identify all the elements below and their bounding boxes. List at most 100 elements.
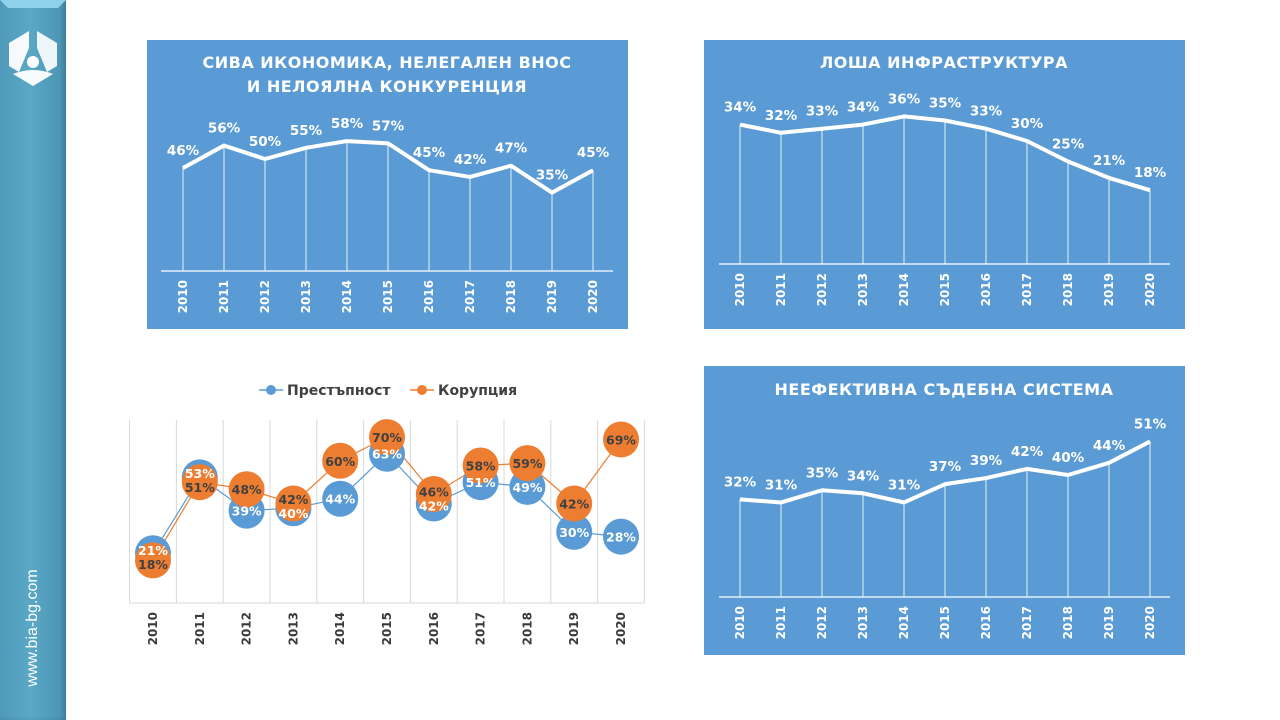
x-tick-label: 2011 xyxy=(774,273,788,306)
x-tick-label: 2016 xyxy=(979,273,993,306)
data-label: 45% xyxy=(577,145,610,161)
data-point-corruption xyxy=(556,485,593,522)
data-label: 37% xyxy=(929,459,962,475)
data-label: 34% xyxy=(847,100,880,116)
x-tick-label: 2019 xyxy=(545,280,559,313)
x-tick-label: 2014 xyxy=(340,280,354,313)
data-label-crime: 44% xyxy=(325,492,355,507)
data-label-corruption: 51% xyxy=(185,480,215,495)
x-tick-label: 2019 xyxy=(1102,273,1116,306)
data-label-crime: 21% xyxy=(138,543,168,558)
data-point-corruption xyxy=(603,421,639,458)
x-tick-label: 2017 xyxy=(463,280,477,313)
data-label: 42% xyxy=(1011,444,1044,460)
data-point-corruption xyxy=(275,485,312,522)
x-tick-label: 2017 xyxy=(474,612,488,645)
x-tick-label: 2014 xyxy=(897,273,911,306)
x-tick-label: 2018 xyxy=(504,280,518,313)
data-point-crime xyxy=(556,513,593,550)
x-tick-label: 2016 xyxy=(427,612,441,645)
bia-logo-icon xyxy=(9,31,57,86)
data-label: 50% xyxy=(249,134,282,150)
sidebar-bevel xyxy=(0,0,66,8)
data-point-corruption xyxy=(509,445,546,482)
data-label: 33% xyxy=(806,104,839,120)
data-label-corruption: 70% xyxy=(372,430,402,445)
data-label: 36% xyxy=(888,91,921,107)
website-url[interactable]: www.bia-bg.com xyxy=(24,569,41,687)
data-label-corruption: 69% xyxy=(606,432,636,447)
data-label-crime: 30% xyxy=(559,525,589,540)
data-label: 25% xyxy=(1052,137,1085,153)
x-tick-label: 2020 xyxy=(1143,606,1157,639)
data-label: 40% xyxy=(1052,450,1085,466)
legend-marker-corruption xyxy=(417,385,427,395)
data-label: 32% xyxy=(765,108,798,124)
x-tick-label: 2018 xyxy=(520,612,534,645)
x-tick-label: 2019 xyxy=(567,612,581,645)
legend-label-corruption: Корупция xyxy=(438,383,517,399)
data-label-crime: 28% xyxy=(606,530,636,545)
x-tick-label: 2020 xyxy=(1143,273,1157,306)
data-label: 57% xyxy=(372,118,405,134)
x-tick-label: 2010 xyxy=(733,273,747,306)
sidebar: www.bia-bg.com xyxy=(0,0,66,720)
data-label: 30% xyxy=(1011,116,1044,132)
data-label: 18% xyxy=(1134,165,1167,181)
data-label: 46% xyxy=(167,143,200,159)
data-label: 34% xyxy=(724,100,757,116)
data-point-crime xyxy=(603,518,639,555)
data-label-crime: 49% xyxy=(512,480,542,495)
data-label-corruption: 48% xyxy=(232,482,262,497)
data-label: 58% xyxy=(331,116,364,132)
data-point-corruption xyxy=(228,471,265,508)
x-tick-label: 2012 xyxy=(240,612,254,645)
data-label: 35% xyxy=(806,465,839,481)
chart-legend: Престъпност Корупция xyxy=(259,383,517,399)
x-tick-label: 2013 xyxy=(856,606,870,639)
x-tick-label: 2016 xyxy=(422,280,436,313)
x-tick-label: 2017 xyxy=(1020,273,1034,306)
x-tick-label: 2010 xyxy=(146,612,160,645)
data-label: 35% xyxy=(929,96,962,112)
data-label-corruption: 58% xyxy=(466,459,496,474)
data-label-crime: 39% xyxy=(232,504,262,519)
data-point-corruption xyxy=(369,419,405,456)
x-tick-label: 2015 xyxy=(381,280,395,313)
chart-title: СИВА ИКОНОМИКА, НЕЛЕГАЛЕН ВНОС xyxy=(203,53,572,72)
x-tick-label: 2017 xyxy=(1020,606,1034,639)
data-label: 32% xyxy=(724,474,757,490)
data-point-corruption xyxy=(135,542,171,579)
x-tick-label: 2013 xyxy=(856,273,870,306)
x-tick-label: 2010 xyxy=(733,606,747,639)
data-label-crime: 63% xyxy=(372,447,402,462)
x-tick-label: 2012 xyxy=(815,273,829,306)
data-label-corruption: 59% xyxy=(512,456,542,471)
legend-marker-crime xyxy=(266,385,276,395)
x-tick-label: 2012 xyxy=(258,280,272,313)
x-tick-label: 2012 xyxy=(815,606,829,639)
data-label-crime: 51% xyxy=(466,475,496,490)
data-point-corruption xyxy=(181,464,218,501)
chart-shadow-economy: СИВА ИКОНОМИКА, НЕЛЕГАЛЕН ВНОС И НЕЛОЯЛН… xyxy=(147,40,628,329)
series-line xyxy=(739,114,1151,193)
x-tick-label: 2013 xyxy=(286,612,300,645)
x-tick-label: 2015 xyxy=(938,606,952,639)
data-label: 21% xyxy=(1093,153,1126,169)
data-label: 33% xyxy=(970,104,1003,120)
x-tick-label: 2013 xyxy=(299,280,313,313)
data-label-corruption: 42% xyxy=(559,496,589,511)
x-tick-label: 2016 xyxy=(979,606,993,639)
data-point-corruption xyxy=(415,475,452,512)
x-tick-label: 2018 xyxy=(1061,273,1075,306)
legend-label-crime: Престъпност xyxy=(287,383,391,399)
data-label: 42% xyxy=(454,152,487,168)
data-label: 31% xyxy=(888,477,921,493)
series-line xyxy=(182,139,594,195)
x-tick-label: 2011 xyxy=(217,280,231,313)
x-tick-label: 2015 xyxy=(938,273,952,306)
data-label-crime: 42% xyxy=(419,499,449,514)
chart-title-line2: И НЕЛОЯЛНА КОНКУРЕНЦИЯ xyxy=(247,77,527,96)
x-tick-label: 2014 xyxy=(333,612,347,645)
x-tick-label: 2018 xyxy=(1061,606,1075,639)
